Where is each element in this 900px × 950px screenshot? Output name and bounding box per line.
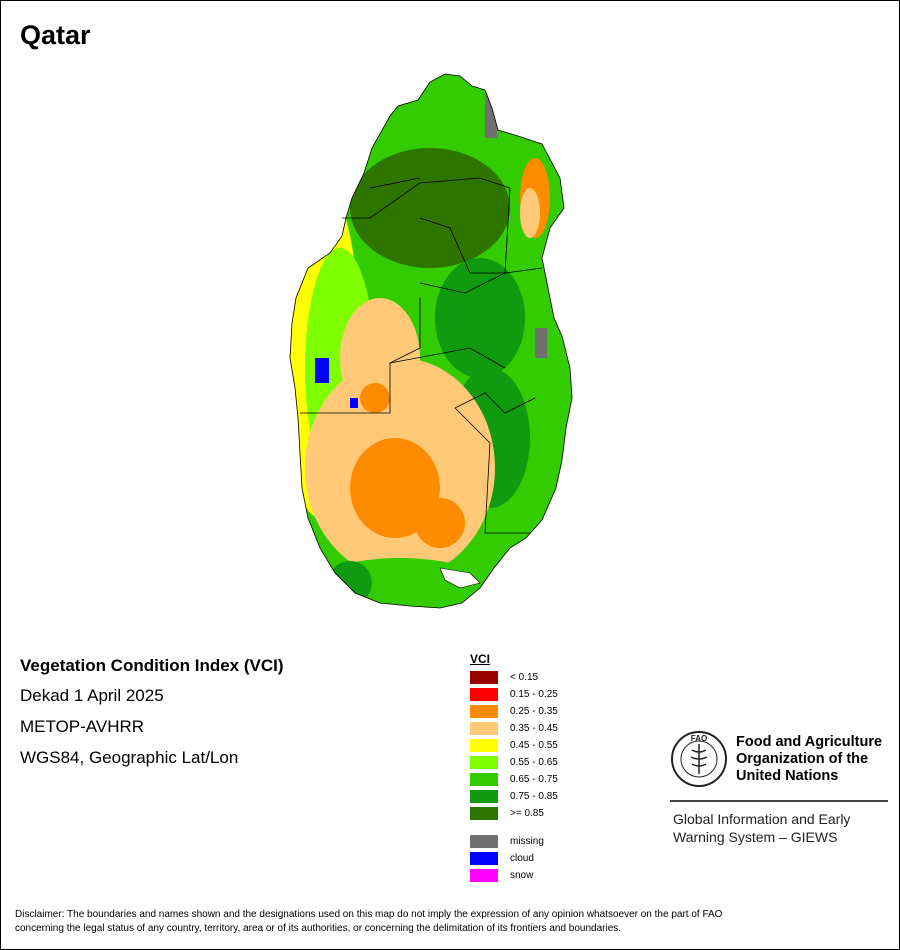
legend-swatch	[470, 773, 498, 786]
legend-swatch	[470, 705, 498, 718]
map-info: Vegetation Condition Index (VCI) Dekad 1…	[20, 656, 284, 779]
legend-title: VCI	[470, 652, 491, 666]
legend-label: cloud	[510, 853, 534, 864]
legend-swatch	[470, 756, 498, 769]
fao-logo-block: FAO Food and Agriculture Organization of…	[670, 730, 888, 846]
legend-swatch	[470, 852, 498, 865]
legend-label: >= 0.85	[510, 808, 544, 819]
legend-label: missing	[510, 836, 544, 847]
legend-swatch	[470, 722, 498, 735]
legend-item: 0.55 - 0.65	[470, 754, 558, 771]
giews-line: Global Information and Early	[673, 811, 851, 827]
fao-org-line: Organization of the	[736, 751, 869, 767]
legend-item: >= 0.85	[470, 805, 558, 822]
legend-item: 0.35 - 0.45	[470, 720, 558, 737]
legend-item: missing	[470, 833, 558, 850]
legend-swatch	[470, 807, 498, 820]
period-label: Dekad 1 April 2025	[20, 686, 164, 705]
disclaimer-text: Disclaimer: The boundaries and names sho…	[15, 908, 885, 936]
legend-label: 0.15 - 0.25	[510, 689, 558, 700]
vci-map	[289, 73, 573, 609]
legend-swatch	[470, 688, 498, 701]
legend-item: 0.65 - 0.75	[470, 771, 558, 788]
giews-line: Warning System – GIEWS	[673, 829, 838, 845]
fao-org-name: Food and Agriculture Organization of the…	[736, 734, 882, 785]
logo-divider	[670, 800, 888, 802]
fao-emblem-icon: FAO	[671, 731, 727, 787]
legend-label: 0.65 - 0.75	[510, 774, 558, 785]
legend-swatch	[470, 739, 498, 752]
disclaimer-line: Disclaimer: The boundaries and names sho…	[15, 909, 723, 920]
legend-label: < 0.15	[510, 672, 539, 683]
legend-label: snow	[510, 870, 534, 881]
legend-label: 0.55 - 0.65	[510, 757, 558, 768]
fao-org-line: United Nations	[736, 768, 839, 784]
legend-swatch	[470, 869, 498, 882]
projection-label: WGS84, Geographic Lat/Lon	[20, 748, 239, 767]
legend-item: 0.45 - 0.55	[470, 737, 558, 754]
legend-item: cloud	[470, 850, 558, 867]
legend-item: < 0.15	[470, 669, 558, 686]
vci-legend: VCI < 0.15 0.15 - 0.25 0.25 - 0.35 0.35 …	[470, 652, 558, 884]
legend-label: 0.35 - 0.45	[510, 723, 558, 734]
legend-item: snow	[470, 867, 558, 884]
legend-label: 0.45 - 0.55	[510, 740, 558, 751]
fao-emblem-letters: FAO	[691, 734, 707, 743]
legend-item: 0.15 - 0.25	[470, 686, 558, 703]
legend-item: 0.75 - 0.85	[470, 788, 558, 805]
legend-swatch	[470, 790, 498, 803]
disclaimer-line: concerning the legal status of any count…	[15, 923, 622, 934]
legend-label: 0.25 - 0.35	[510, 706, 558, 717]
sensor-label: METOP-AVHRR	[20, 717, 145, 736]
index-name: Vegetation Condition Index (VCI)	[20, 656, 284, 675]
fao-org-line: Food and Agriculture	[736, 734, 883, 750]
legend-item: 0.25 - 0.35	[470, 703, 558, 720]
giews-name: Global Information and Early Warning Sys…	[670, 810, 888, 846]
legend-swatch	[470, 835, 498, 848]
map-title: Qatar	[20, 20, 91, 50]
legend-label: 0.75 - 0.85	[510, 791, 558, 802]
legend-swatch	[470, 671, 498, 684]
